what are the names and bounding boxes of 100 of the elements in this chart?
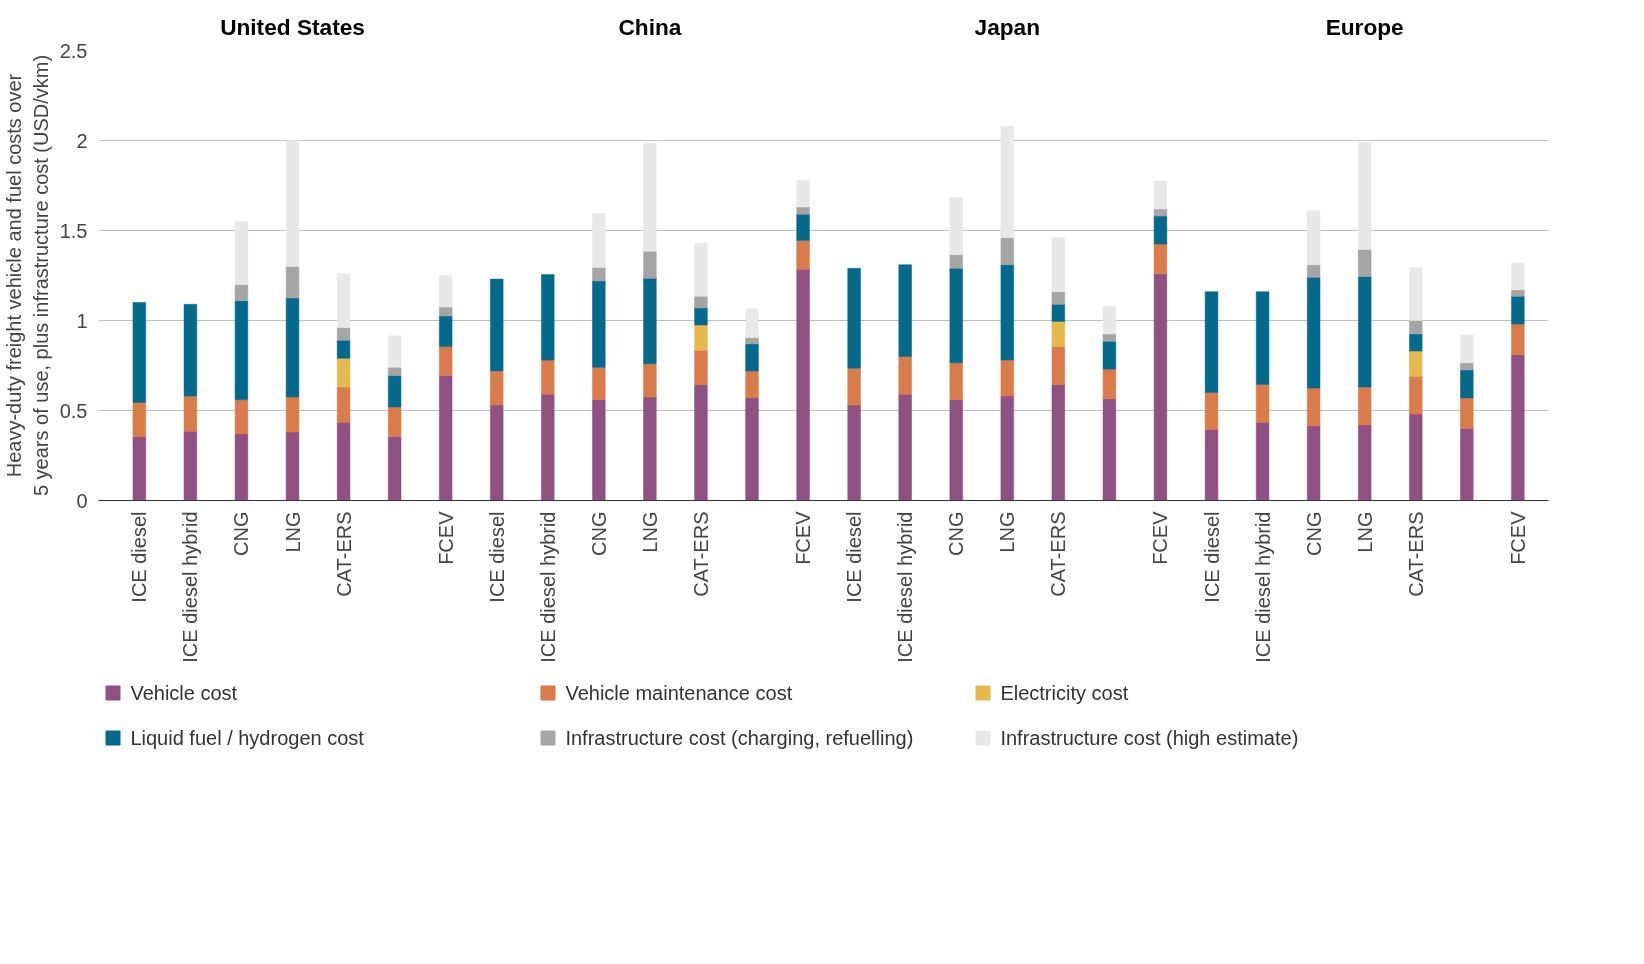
legend-label: Infrastructure cost (charging, refuelling): [565, 727, 914, 749]
bar: [285, 140, 300, 267]
bar: [439, 346, 453, 376]
x-tick-label: ICE diesel: [1200, 511, 1223, 603]
bar: [592, 399, 606, 501]
bar: [387, 436, 402, 501]
bar: [336, 273, 351, 328]
x-tick-label: ICE diesel hybrid: [536, 511, 559, 663]
bar: [1307, 210, 1321, 265]
bar: [541, 359, 555, 395]
x-tick-label: ICE diesel hybrid: [894, 511, 917, 663]
bar: [949, 399, 963, 501]
bar: [694, 295, 708, 309]
legend-label: Infrastructure cost (high estimate): [1000, 727, 1299, 749]
bar: [439, 306, 453, 317]
x-tick-label: CAT-ERS: [1047, 511, 1070, 597]
bar: [336, 340, 351, 359]
x-tick-label: FCEV: [434, 510, 457, 565]
x-tick-label: CAT-ERS: [1404, 511, 1427, 597]
bar: [745, 370, 759, 399]
text: Europe: [1325, 13, 1404, 40]
bar: [847, 367, 861, 406]
bar: [1000, 395, 1014, 501]
bar: [1460, 369, 1474, 399]
bar: [234, 284, 249, 301]
bar: [1511, 295, 1525, 325]
x-tick-label: LNG: [281, 511, 304, 553]
bar: [796, 214, 810, 241]
bar: [949, 362, 963, 400]
bar: [1051, 321, 1065, 347]
bar: [1000, 264, 1014, 361]
bar: [694, 324, 708, 351]
bar: [1051, 384, 1065, 501]
bar: [745, 343, 759, 372]
bar: [898, 356, 912, 395]
bar: [1511, 262, 1525, 291]
y-tick-label: 1: [76, 309, 88, 332]
bar: [1153, 180, 1168, 210]
bar: [898, 394, 912, 501]
bar: [694, 307, 708, 326]
bar: [1460, 397, 1474, 429]
text: Japan: [974, 13, 1041, 40]
bar: [183, 430, 198, 501]
bar: [694, 349, 708, 385]
bar: [1511, 289, 1525, 297]
bar: [1409, 320, 1423, 335]
bar: [1358, 276, 1372, 388]
bar: [1255, 384, 1270, 423]
bar: [132, 436, 146, 501]
bar: [1511, 323, 1525, 355]
bar: [1409, 333, 1423, 352]
bar: [1307, 277, 1321, 389]
bar: [1153, 243, 1168, 274]
bar: [1511, 354, 1525, 501]
bar: [694, 242, 708, 297]
bar: [1204, 429, 1219, 501]
x-tick-label: CAT-ERS: [689, 511, 712, 597]
bar: [1460, 428, 1474, 501]
bar: [1204, 392, 1219, 430]
bar: [643, 142, 657, 252]
x-tick-label: CNG: [945, 511, 968, 556]
bar: [847, 268, 861, 369]
bar: [439, 375, 453, 501]
bar: [1102, 398, 1117, 501]
x-tick-label: FCEV: [1506, 510, 1529, 565]
x-tick-label: ICE diesel hybrid: [179, 511, 202, 663]
bar: [949, 196, 963, 256]
bar: [387, 367, 402, 376]
bar: [1000, 237, 1014, 265]
bar: [1051, 291, 1065, 305]
bar: [847, 404, 861, 501]
y-tick-label: 0: [76, 489, 88, 512]
bar: [541, 394, 555, 501]
x-tick-label: ICE diesel: [128, 511, 151, 603]
x-tick-label: CNG: [587, 511, 610, 556]
bar: [1000, 359, 1014, 397]
bar: [336, 421, 351, 501]
y-tick-label: 2.5: [59, 39, 88, 62]
bar: [898, 264, 912, 357]
bar: [1153, 215, 1168, 245]
bar: [1051, 346, 1065, 385]
bar: [234, 399, 249, 435]
bar: [1460, 334, 1474, 364]
bar: [1358, 142, 1372, 250]
bar: [1153, 208, 1168, 217]
x-tick-label: CNG: [230, 511, 253, 556]
bar: [285, 396, 300, 433]
bar: [132, 402, 146, 437]
bar: [336, 358, 351, 388]
bar: [1102, 305, 1117, 335]
legend-label: Liquid fuel / hydrogen cost: [130, 727, 365, 749]
bar: [541, 274, 555, 361]
bar: [439, 275, 453, 308]
bar: [1358, 424, 1372, 501]
bar: [949, 268, 963, 364]
x-tick-label: LNG: [1353, 511, 1376, 553]
bar: [285, 266, 300, 299]
bar: [1051, 237, 1065, 292]
x-tick-label: ICE diesel: [485, 511, 508, 603]
bar: [387, 375, 402, 408]
